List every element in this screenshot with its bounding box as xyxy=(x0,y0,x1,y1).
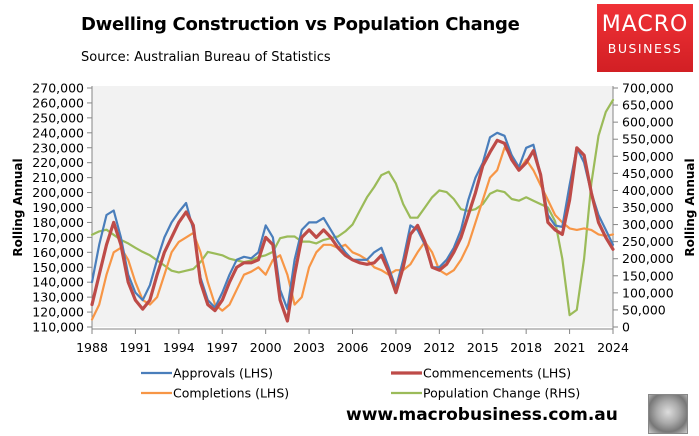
left-axis-tick-label: 150,000 xyxy=(32,260,84,275)
x-axis-tick-label: 1991 xyxy=(120,340,152,355)
legend-label-completions: Completions (LHS) xyxy=(173,386,289,401)
right-y-axis: 0 50,000 100,000 150,000 200,000 250,000 300,0… xyxy=(612,81,674,335)
website-url: www.macrobusiness.com.au xyxy=(346,405,618,425)
right-axis-tick-label: 250,000 xyxy=(622,234,674,249)
right-axis-tick-label: 500,000 xyxy=(622,149,674,164)
wolf-logo-icon xyxy=(648,394,688,434)
x-axis-tick-label: 2015 xyxy=(467,340,499,355)
right-axis-tick-label: 0 xyxy=(622,320,630,335)
left-axis-tick-label: 120,000 xyxy=(32,305,84,320)
right-axis-tick-label: 200,000 xyxy=(622,251,674,266)
plot-area xyxy=(92,86,613,327)
left-axis-tick-label: 130,000 xyxy=(32,290,84,305)
left-axis-tick-label: 220,000 xyxy=(32,155,84,170)
legend: Approvals (LHS) Commencements (LHS) Comple… xyxy=(141,366,580,401)
logo-line-2: BUSINESS xyxy=(607,41,683,56)
x-axis-tick-label: 1988 xyxy=(76,340,108,355)
right-axis-tick-label: 600,000 xyxy=(622,115,674,130)
right-axis-tick-label: 350,000 xyxy=(622,200,674,215)
x-axis-tick-label: 2018 xyxy=(510,340,542,355)
left-axis-tick-label: 250,000 xyxy=(32,110,84,125)
legend-label-population-change: Population Change (RHS) xyxy=(423,386,580,401)
right-axis-tick-label: 400,000 xyxy=(622,183,674,198)
series-line-commencements xyxy=(90,138,615,323)
x-axis-tick-label: 2009 xyxy=(380,340,412,355)
logo-line-1: MACRO xyxy=(601,12,689,37)
left-axis-tick-label: 110,000 xyxy=(32,320,84,335)
chart-title: Dwelling Construction vs Population Chan… xyxy=(81,14,520,35)
x-axis-tick-label: 2021 xyxy=(554,340,586,355)
left-axis-tick-label: 260,000 xyxy=(32,95,84,110)
left-axis-tick-label: 230,000 xyxy=(32,140,84,155)
right-axis-tick-label: 450,000 xyxy=(622,166,674,181)
right-axis-tick-label: 150,000 xyxy=(622,268,674,283)
left-y-axis: 110,000120,000130,000140,000150,000160,0… xyxy=(32,81,93,335)
left-axis-tick-label: 210,000 xyxy=(32,170,84,185)
legend-label-approvals: Approvals (LHS) xyxy=(173,366,273,381)
x-axis-tick-label: 1997 xyxy=(206,340,238,355)
right-axis-tick-label: 100,000 xyxy=(622,285,674,300)
right-axis-label: Rolling Annual xyxy=(683,158,697,256)
right-axis-tick-label: 650,000 xyxy=(622,98,674,113)
left-axis-tick-label: 180,000 xyxy=(32,215,84,230)
right-axis-tick-label: 300,000 xyxy=(622,217,674,232)
x-axis-tick-label: 2012 xyxy=(423,340,455,355)
left-axis-tick-label: 240,000 xyxy=(32,125,84,140)
left-axis-tick-label: 200,000 xyxy=(32,185,84,200)
left-axis-tick-label: 140,000 xyxy=(32,275,84,290)
left-axis-tick-label: 170,000 xyxy=(32,230,84,245)
x-axis: 1988 1991 1994 1997 2000 2003 2006 2009 2012 2015… xyxy=(76,328,629,355)
series-line-population-change xyxy=(90,98,615,317)
right-axis-tick-label: 50,000 xyxy=(622,302,666,317)
left-axis-label: Rolling Annual xyxy=(11,158,25,256)
x-axis-tick-label: 2000 xyxy=(250,340,282,355)
x-axis-tick-label: 2024 xyxy=(597,340,629,355)
right-axis-tick-label: 700,000 xyxy=(622,81,674,96)
left-axis-tick-label: 160,000 xyxy=(32,245,84,260)
series-lines xyxy=(90,98,615,323)
macrobusiness-logo: MACRO BUSINESS xyxy=(597,4,693,72)
x-axis-tick-label: 2006 xyxy=(337,340,369,355)
left-axis-tick-label: 190,000 xyxy=(32,200,84,215)
left-axis-tick-label: 270,000 xyxy=(32,81,84,96)
x-axis-tick-label: 1994 xyxy=(163,340,195,355)
legend-label-commencements: Commencements (LHS) xyxy=(423,366,571,381)
chart-subtitle: Source: Australian Bureau of Statistics xyxy=(81,50,331,65)
right-axis-tick-label: 550,000 xyxy=(622,132,674,147)
x-axis-tick-label: 2003 xyxy=(293,340,325,355)
